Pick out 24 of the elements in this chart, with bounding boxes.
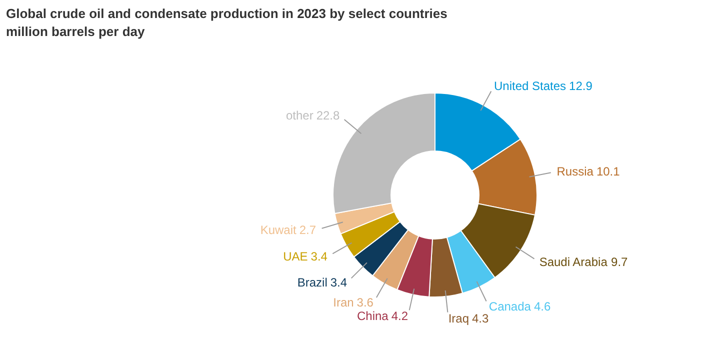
slice-label: UAE bbox=[283, 250, 308, 264]
data-label: 4.2 bbox=[391, 309, 408, 324]
data-label: 2.7 bbox=[299, 223, 316, 238]
slice-label: Iran bbox=[333, 296, 354, 310]
slice-label: Brazil bbox=[297, 275, 328, 290]
slice-label: China bbox=[357, 309, 389, 324]
slice-label: Saudi Arabia bbox=[539, 255, 608, 270]
data-label: 12.9 bbox=[569, 78, 593, 93]
slice-label: Kuwait bbox=[260, 223, 298, 238]
slice-label: Russia bbox=[556, 164, 594, 179]
data-label: 3.4 bbox=[310, 250, 328, 264]
slice-label: other bbox=[286, 108, 314, 123]
data-label: 3.6 bbox=[356, 296, 374, 310]
slice-label: Canada bbox=[488, 300, 532, 314]
slice-label: United States bbox=[494, 78, 566, 93]
data-label: 4.3 bbox=[472, 311, 490, 326]
text: million barrels per day bbox=[6, 24, 145, 39]
slice-label: Iraq bbox=[448, 311, 470, 326]
data-label: 4.6 bbox=[534, 300, 551, 314]
data-label: 3.4 bbox=[330, 275, 348, 290]
data-label: 22.8 bbox=[316, 108, 340, 123]
chart-title: Global crude oil and condensate production in 2023 by select countries bbox=[6, 6, 448, 21]
data-label: 9.7 bbox=[611, 255, 628, 270]
data-label: 10.1 bbox=[596, 164, 620, 179]
